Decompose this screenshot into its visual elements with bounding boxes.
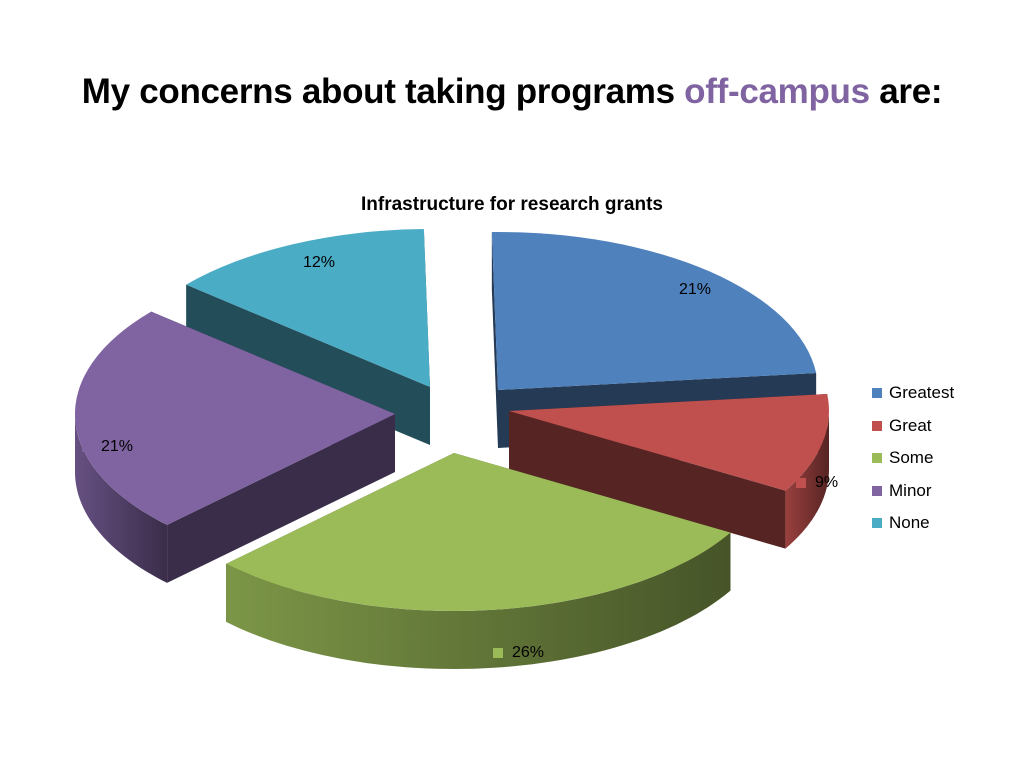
data-label-minor: 21% [82,438,133,456]
slice-side-face [491,232,498,448]
legend-item-greatest: Greatest [872,377,954,410]
legend-item-none: None [872,507,954,540]
pie-slice-minor [74,311,396,583]
slice-wall [785,412,829,549]
legend-swatch [872,453,882,464]
legend-label: Minor [889,480,932,500]
slide-title: My concerns about taking programs off-ca… [0,72,1024,112]
legend-label: None [889,513,930,533]
data-label-text: 21% [101,438,134,455]
slice-side-face [167,414,395,583]
data-label-swatch [796,478,806,488]
slice-wall [226,532,731,669]
slice-top [226,453,731,612]
slice-side-face [509,411,786,549]
legend-label: Greatest [889,383,955,403]
slide-title-accent: off-campus [684,72,870,111]
data-label-text: 12% [303,254,336,271]
data-label-swatch [82,442,92,452]
legend-swatch [872,420,882,431]
data-label-greatest: 21% [660,281,711,299]
slice-top [186,229,430,387]
legend-label: Some [889,448,934,468]
legend-label: Great [889,415,932,435]
chart-title: Infrastructure for research grants [361,194,663,215]
data-label-great: 9% [796,474,838,492]
pie-slice-great [509,394,829,549]
data-label-text: 21% [679,281,712,298]
legend: Greatest Great Some Minor None [872,377,954,540]
data-label-swatch [493,648,503,658]
slice-top [491,232,817,390]
data-label-swatch [284,258,294,268]
slice-top [74,311,396,525]
pie-slice-some [226,453,731,669]
legend-item-minor: Minor [872,475,954,508]
slice-top [509,394,829,491]
data-label-some: 26% [493,644,544,662]
legend-swatch [872,388,882,399]
legend-swatch [872,518,882,529]
slide-title-prefix: My concerns about taking programs [81,72,685,111]
data-label-swatch [660,285,670,295]
slice-wall [75,415,168,583]
data-label-none: 12% [284,254,335,272]
legend-swatch [872,485,882,496]
data-label-text: 26% [512,644,545,661]
legend-item-some: Some [872,442,954,475]
legend-item-great: Great [872,410,954,443]
slide-title-suffix: are: [869,72,943,111]
data-label-text: 9% [815,474,839,491]
